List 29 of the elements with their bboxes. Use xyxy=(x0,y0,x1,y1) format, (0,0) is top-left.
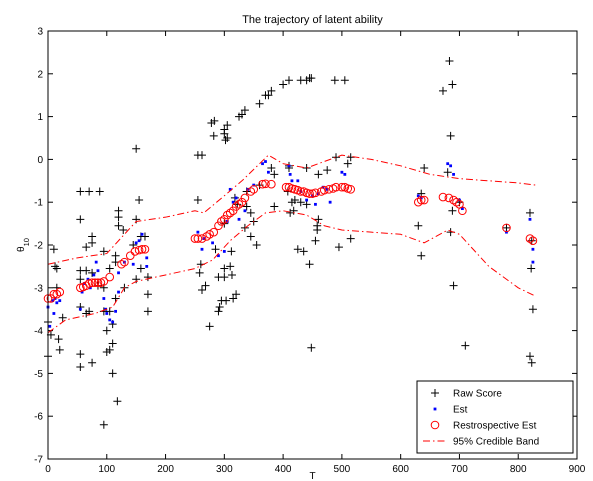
x-tick-label: 500 xyxy=(334,464,351,475)
y-tick-label: 3 xyxy=(37,26,44,38)
legend-label: Est xyxy=(453,404,468,416)
y-tick-label: 1 xyxy=(37,112,44,124)
y-tick-label: 0 xyxy=(37,154,44,166)
y-tick-label: -4 xyxy=(34,326,44,338)
line-series xyxy=(48,154,536,265)
y-tick-label: -2 xyxy=(34,240,44,252)
legend-label: Restrospective Est xyxy=(453,420,537,432)
x-tick-label: 600 xyxy=(392,464,410,475)
y-tick-label: -3 xyxy=(34,283,44,294)
x-tick-label: 700 xyxy=(451,464,468,475)
legend-label: 95% Credible Band xyxy=(453,436,540,448)
x-axis-title: T xyxy=(309,471,316,481)
x-tick-label: 400 xyxy=(274,464,292,475)
y-tick-label: -7 xyxy=(34,454,44,466)
y-tick-label: 2 xyxy=(37,69,44,80)
x-tick-label: 900 xyxy=(568,464,586,475)
y-tick-label: -1 xyxy=(34,198,44,209)
x-tick-label: 300 xyxy=(216,464,234,475)
x-tick-label: 200 xyxy=(157,464,174,475)
y-tick-label: -5 xyxy=(34,368,44,380)
line-series xyxy=(48,210,536,334)
x-tick-label: 100 xyxy=(98,464,116,475)
chart-title: The trajectory of latent ability xyxy=(242,14,384,26)
y-tick-label: -6 xyxy=(34,412,44,423)
legend-label: Raw Score xyxy=(453,388,502,400)
x-tick-label: 800 xyxy=(510,464,527,475)
x-tick-label: 0 xyxy=(45,464,52,475)
